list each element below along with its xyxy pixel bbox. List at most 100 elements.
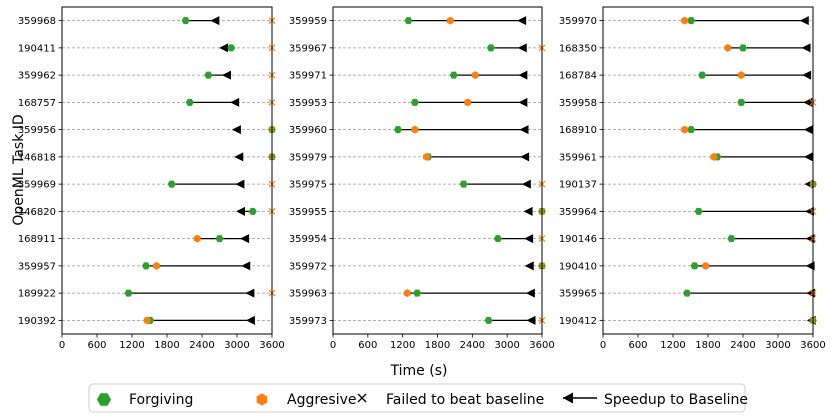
y-tick-label: 190392 (18, 316, 56, 327)
legend-forgiving-label: Forgiving (129, 392, 193, 408)
panel-frame (332, 6, 543, 335)
legend-entry-forgiving: Forgiving (96, 392, 193, 408)
legend-failed-label: Failed to beat baseline (386, 392, 544, 408)
baseline-marker (803, 97, 813, 107)
y-tick-label: 190410 (559, 261, 597, 272)
baseline-marker (245, 315, 255, 325)
y-tick-label: 359979 (289, 152, 327, 163)
legend-failed-marker (357, 393, 367, 403)
x-tick-label: 0 (59, 340, 65, 351)
baseline-marker (241, 261, 251, 271)
forgiving-marker (410, 98, 419, 106)
forgiving-marker (394, 126, 403, 134)
y-tick-label: 359973 (289, 316, 327, 327)
y-tick-label: 359972 (289, 261, 327, 272)
aggressive-marker (423, 152, 430, 161)
y-tick-label: 359955 (289, 207, 327, 218)
y-tick-label: 359968 (18, 16, 56, 27)
x-tick-label: 1200 (390, 340, 415, 351)
aggressive-marker (403, 289, 411, 298)
x-tick-label: 3600 (259, 340, 284, 351)
forgiving-marker (683, 289, 691, 297)
x-tick-label: 1800 (695, 340, 720, 351)
aggressive-marker (411, 125, 419, 134)
forgiving-marker (737, 98, 746, 106)
x-tick-label: 2400 (460, 340, 485, 351)
forgiving-marker (204, 71, 213, 79)
baseline-marker (526, 315, 536, 325)
baseline-marker (231, 125, 241, 135)
legend-speedup-label: Speedup to Baseline (604, 392, 748, 408)
baseline-marker (234, 152, 244, 162)
y-tick-label: 359953 (289, 98, 327, 109)
chart-panels: 359968 190411 359962 168757 359956 146818 3599… (18, 6, 826, 351)
baseline-marker (210, 16, 220, 26)
legend: Forgiving Aggresive Failed to beat basel… (88, 383, 748, 413)
x-tick-label: 3000 (765, 340, 790, 351)
aggressive-marker (737, 71, 745, 80)
y-tick-label: 359970 (559, 16, 597, 27)
y-tick-label: 146820 (18, 207, 56, 218)
aggressive-marker (446, 16, 454, 25)
x-tick-label: 600 (358, 340, 377, 351)
baseline-marker (521, 179, 531, 189)
legend-entry-speedup: Speedup to Baseline (563, 392, 748, 408)
y-tick-label: 359958 (559, 98, 597, 109)
y-tick-label: 359962 (18, 71, 56, 82)
forgiving-marker (185, 98, 194, 106)
forgiving-marker (124, 289, 133, 297)
aggressive-marker (153, 261, 160, 270)
baseline-marker (517, 43, 527, 53)
legend-forgiving-marker (96, 393, 112, 406)
forgiving-marker (698, 71, 707, 79)
x-tick-label: 1800 (425, 340, 450, 351)
aggressive-marker (681, 125, 689, 134)
aggressive-marker (702, 261, 710, 270)
forgiving-marker (694, 207, 703, 215)
forgiving-marker (727, 235, 736, 243)
forgiving-marker (413, 289, 422, 297)
forgiving-marker (690, 262, 699, 270)
baseline-marker (245, 288, 255, 298)
chart-panel-3: 359970 168350 168784 359958 168910 359961 1901… (559, 6, 826, 351)
y-tick-label: 359965 (559, 289, 597, 300)
forgiving-marker (459, 180, 468, 188)
forgiving-marker (486, 44, 495, 52)
baseline-marker (235, 179, 245, 189)
y-tick-label: 168350 (559, 43, 597, 54)
y-tick-label: 359967 (289, 43, 327, 54)
baseline-marker (801, 43, 811, 53)
y-tick-label: 359959 (289, 16, 327, 27)
y-tick-label: 359975 (289, 180, 327, 191)
baseline-marker (518, 70, 528, 80)
panel-frame (61, 6, 273, 335)
x-tick-label: 3000 (224, 340, 249, 351)
y-tick-label: 359960 (289, 125, 327, 136)
forgiving-marker (484, 316, 493, 324)
x-tick-label: 0 (600, 340, 606, 351)
x-tick-label: 3600 (800, 340, 825, 351)
y-tick-label: 190412 (559, 316, 597, 327)
chart-panel-2: 359959 359967 359971 359953 359960 359979 3599… (289, 6, 555, 351)
aggressive-marker (471, 71, 479, 80)
baseline-marker (519, 125, 529, 135)
forgiving-marker (248, 207, 257, 215)
legend-frame (88, 383, 746, 413)
legend-entry-aggressive: Aggresive (256, 392, 357, 408)
forgiving-marker (142, 262, 150, 270)
y-tick-label: 168784 (559, 71, 597, 82)
forgiving-marker (493, 235, 502, 243)
y-tick-label: 359971 (289, 71, 327, 82)
y-tick-label: 359954 (289, 234, 327, 245)
baseline-marker (520, 152, 530, 162)
aggressive-marker (724, 43, 732, 52)
y-tick-label: 189922 (18, 289, 56, 300)
x-tick-label: 2400 (189, 340, 214, 351)
y-tick-label: 359961 (559, 152, 597, 163)
x-tick-label: 1800 (154, 340, 179, 351)
forgiving-marker (227, 44, 236, 52)
panel-frame (602, 6, 814, 335)
aggressive-marker (710, 152, 718, 161)
baseline-marker (803, 125, 813, 135)
